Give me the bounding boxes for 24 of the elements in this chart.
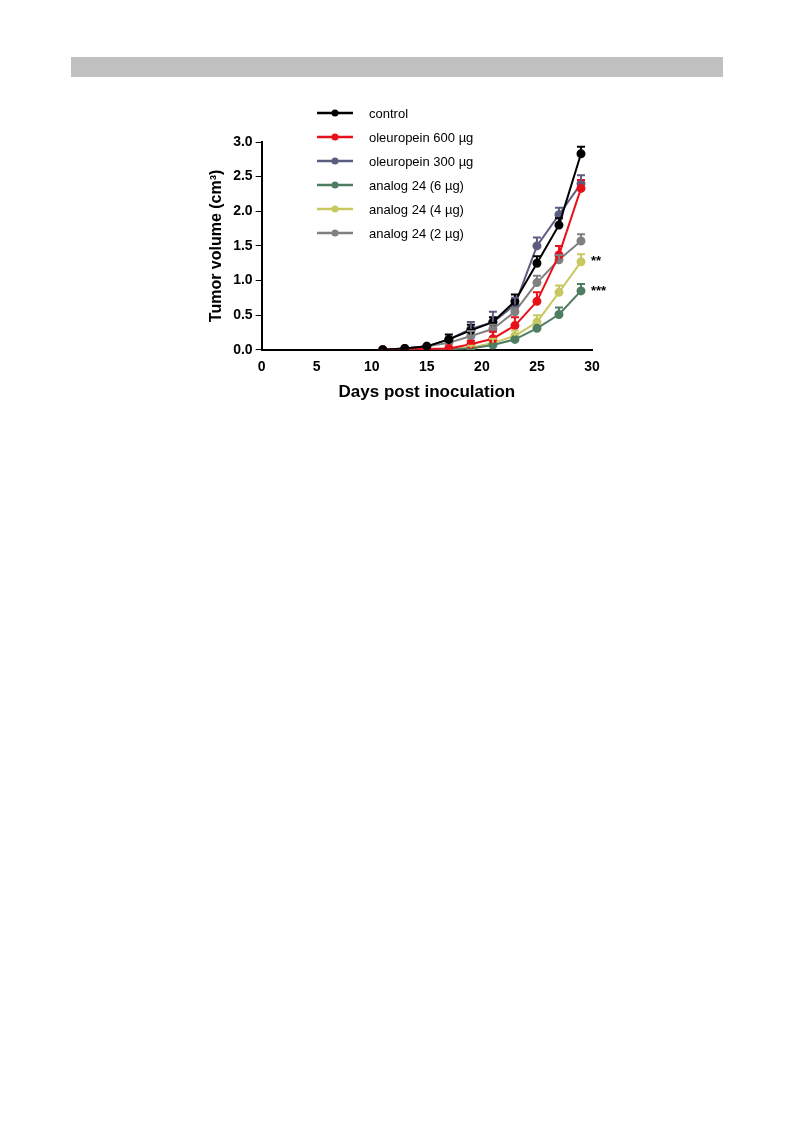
x-tick-label: 10 bbox=[363, 358, 380, 375]
x-tick-label: 30 bbox=[584, 358, 600, 375]
legend-label: oleuropein 300 µg bbox=[369, 153, 474, 169]
x-tick-label: 15 bbox=[419, 358, 435, 375]
y-tick-label: 1.5 bbox=[233, 236, 253, 253]
x-tick-label: 20 bbox=[474, 358, 490, 375]
y-tick-label: 1.0 bbox=[233, 271, 253, 288]
y-tick-label: 2.5 bbox=[233, 167, 253, 184]
legend-label: analog 24 (4 µg) bbox=[369, 201, 464, 217]
annotation: ** bbox=[590, 253, 603, 269]
legend-label: analog 24 (2 µg) bbox=[369, 225, 464, 241]
y-axis-title: Tumor volume (cm³) bbox=[207, 169, 225, 323]
x-tick-label: 0 bbox=[257, 358, 266, 375]
y-tick-label: 0.0 bbox=[233, 340, 253, 357]
y-tick-label: 0.5 bbox=[233, 306, 253, 323]
x-axis-title: Days post inoculation bbox=[338, 382, 516, 402]
y-tick-label: 2.0 bbox=[233, 202, 253, 219]
x-tick-label: 25 bbox=[529, 358, 545, 375]
legend-label: control bbox=[369, 105, 409, 121]
y-tick-label: 3.0 bbox=[233, 132, 253, 149]
x-tick-label: 5 bbox=[312, 358, 321, 375]
legend-label: analog 24 (6 µg) bbox=[369, 177, 464, 193]
legend-label: oleuropein 600 µg bbox=[369, 129, 474, 145]
annotation: *** bbox=[590, 282, 608, 298]
